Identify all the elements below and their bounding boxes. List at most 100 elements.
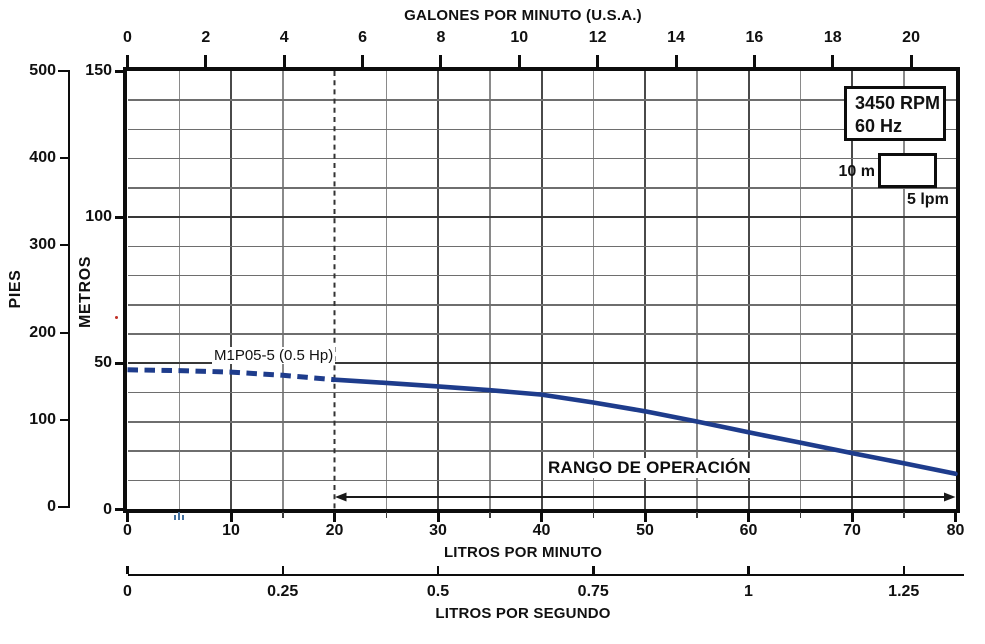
scale-key-height-label: 10 m (838, 163, 875, 180)
h-gridline (127, 274, 956, 277)
lps-tick (747, 566, 750, 574)
lps-tick (281, 566, 284, 574)
lps-tick-label: 1 (744, 583, 753, 600)
gpm-tick-label: 4 (279, 29, 289, 46)
pies-tick (60, 418, 68, 421)
lpm-minor-tick (696, 512, 698, 518)
lps-tick (436, 566, 440, 574)
metros-tick (115, 508, 127, 511)
lpm-tick (229, 512, 233, 522)
lpm-tick-label: 40 (532, 522, 551, 539)
h-gridline (127, 157, 956, 160)
scan-artifact-blue-mark (178, 512, 180, 520)
h-gridline (127, 362, 956, 365)
h-gridline (127, 216, 956, 219)
gpm-axis-title: GALONES POR MINUTO (U.S.A.) (404, 7, 642, 24)
h-gridline (127, 304, 956, 306)
metros-tick (115, 361, 127, 365)
gpm-tick (831, 55, 835, 68)
lpm-tick (333, 512, 336, 522)
h-gridline (127, 245, 956, 248)
pies-axis-cap (58, 70, 70, 72)
v-gridline (747, 71, 750, 510)
lpm-tick-label: 60 (739, 522, 758, 539)
lps-axis-line (127, 573, 964, 576)
lpm-minor-tick (385, 512, 387, 518)
gpm-tick-label: 8 (436, 29, 446, 46)
h-gridline (127, 128, 956, 131)
gpm-tick-label: 16 (745, 29, 764, 46)
curve-name-label: M1P05-5 (0.5 Hp) (212, 347, 336, 364)
gpm-tick-label: 12 (588, 29, 607, 46)
v-gridline (489, 71, 491, 510)
gpm-tick (282, 55, 286, 68)
v-gridline (178, 71, 180, 510)
lpm-minor-tick (799, 512, 801, 518)
pies-axis-label: PIES (7, 269, 24, 309)
v-gridline (230, 71, 232, 510)
gpm-tick (126, 55, 129, 68)
pies-tick-label: 100 (29, 410, 56, 428)
pies-tick (60, 331, 68, 334)
gpm-tick (674, 55, 678, 68)
lpm-tick-label: 80 (946, 522, 965, 539)
v-gridline (851, 71, 853, 510)
h-gridline (127, 479, 956, 482)
gpm-tick (361, 55, 365, 68)
lpm-tick (850, 512, 854, 522)
operating-range-label: RANGO DE OPERACIÓN (545, 458, 754, 478)
pies-tick (60, 157, 68, 160)
metros-tick-label: 150 (85, 62, 112, 79)
gpm-tick (517, 55, 521, 68)
h-gridline (127, 99, 956, 101)
lpm-tick-label: 50 (636, 522, 654, 539)
metros-tick-label: 0 (103, 500, 112, 518)
gpm-tick-label: 2 (201, 29, 211, 46)
v-gridline (696, 71, 698, 510)
scan-artifact-red-dot (115, 316, 118, 319)
v-gridline (903, 71, 905, 510)
rpm-value: 3450 RPM (855, 93, 941, 113)
lpm-tick-label: 20 (325, 522, 344, 539)
pies-axis-cap (58, 506, 70, 508)
scale-key-rectangle (878, 153, 937, 188)
pies-tick-label: 200 (29, 323, 56, 341)
gpm-tick (596, 55, 600, 68)
lps-tick (592, 566, 595, 574)
pies-tick-label: 400 (29, 149, 56, 167)
gpm-tick (752, 55, 756, 68)
lps-tick-label: 0.25 (267, 583, 299, 600)
lpm-tick (643, 512, 647, 522)
h-gridline (127, 333, 956, 335)
lpm-tick (747, 512, 750, 522)
lpm-axis-title: LITROS POR MINUTO (443, 544, 603, 561)
gpm-tick-label: 6 (358, 29, 368, 46)
scale-key-width-label: 5 lpm (907, 191, 949, 208)
v-gridline (385, 71, 387, 510)
v-gridline (437, 71, 439, 510)
gpm-tick-label: 14 (667, 29, 685, 46)
plot-frame (123, 67, 960, 513)
lps-tick-label: 0.5 (426, 583, 450, 600)
lps-tick (902, 566, 905, 574)
lps-tick-label: 1.25 (888, 583, 920, 600)
pies-tick-label: 500 (29, 62, 56, 79)
gpm-tick (909, 55, 913, 68)
lpm-tick (540, 512, 543, 522)
lpm-minor-tick (903, 512, 905, 518)
lpm-tick-label: 70 (843, 522, 861, 539)
pies-tick-label: 300 (29, 236, 56, 254)
lpm-minor-tick (592, 512, 594, 518)
pies-tick (60, 244, 68, 247)
metros-tick (115, 215, 127, 219)
h-gridline (127, 187, 956, 189)
v-gridline (799, 71, 801, 510)
lpm-minor-tick (489, 512, 491, 518)
v-gridline (540, 71, 543, 510)
scan-artifact-blue-mark (174, 515, 176, 520)
lpm-tick-label: 10 (222, 522, 240, 539)
lpm-minor-tick (282, 512, 284, 518)
pies-axis-line (68, 71, 70, 507)
metros-tick-label: 100 (85, 208, 112, 226)
